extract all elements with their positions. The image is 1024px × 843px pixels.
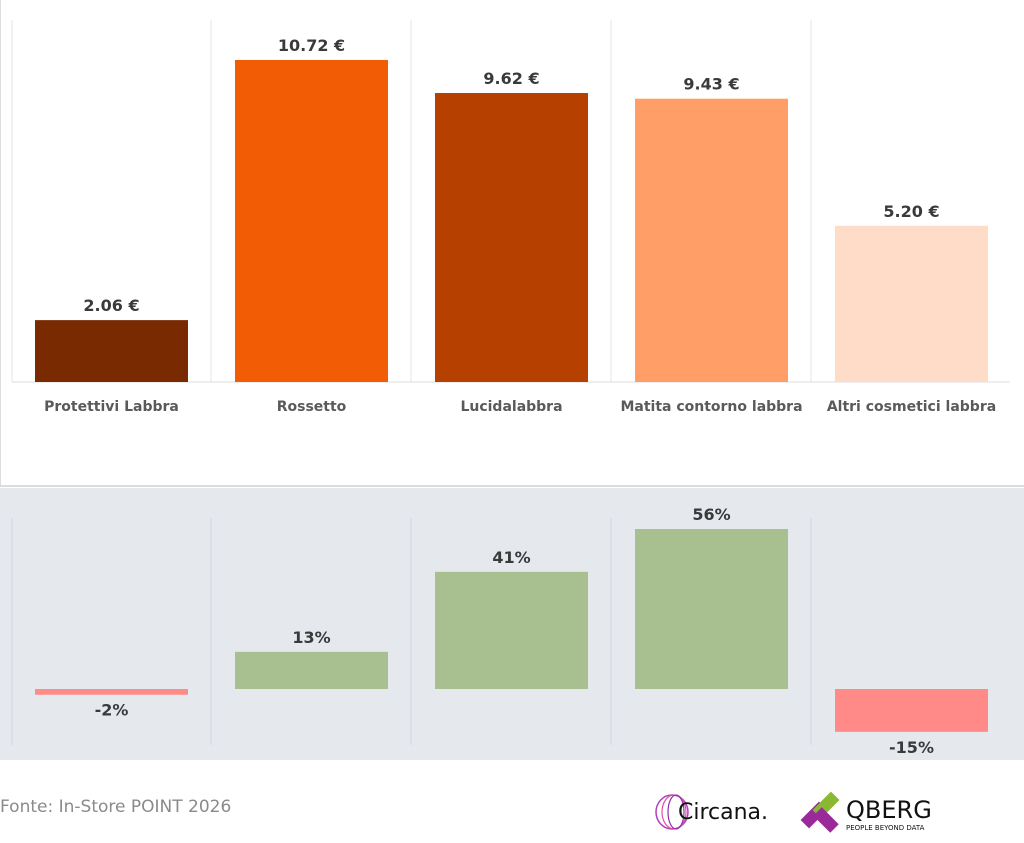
circana-logo: Circana.: [655, 794, 768, 830]
variation-bar: [35, 689, 188, 695]
svg-text:PEOPLE BEYOND DATA: PEOPLE BEYOND DATA: [846, 824, 925, 832]
variation-bar: [235, 651, 388, 689]
category-label: Rossetto: [277, 399, 347, 415]
variation-label: -15%: [889, 738, 934, 757]
price-label: 9.62 €: [483, 69, 539, 88]
variation-label: -2%: [95, 701, 129, 720]
variation-bar: [835, 689, 988, 732]
bar-charts: 2.06 € Protettivi Labbra 10.72 € Rossetto 9.…: [11, 20, 1010, 757]
svg-text:Circana.: Circana.: [678, 800, 768, 825]
variation-label: 41%: [492, 548, 530, 567]
price-bar: [835, 225, 988, 382]
price-bar: [435, 93, 588, 382]
category-label: Protettivi Labbra: [44, 399, 179, 415]
variation-bar: [635, 529, 788, 689]
variation-label: 13%: [292, 628, 330, 647]
category-label: Matita contorno labbra: [620, 399, 802, 415]
price-label: 10.72 €: [278, 36, 345, 55]
variation-bar: [435, 571, 588, 689]
source-note: Fonte: In-Store POINT 2026: [0, 797, 232, 817]
category-label: Altri cosmetici labbra: [827, 399, 996, 415]
variation-label: 56%: [692, 505, 730, 524]
svg-text:QBERG: QBERG: [846, 796, 932, 824]
price-bar: [235, 59, 388, 383]
category-label: Lucidalabbra: [460, 399, 562, 415]
price-label: 9.43 €: [683, 75, 739, 94]
circana-qberg-logos: Circana. QBERG PEOPLE BEYOND DATA: [655, 791, 932, 833]
price-label: 2.06 €: [83, 296, 139, 315]
qberg-logo: QBERG PEOPLE BEYOND DATA: [800, 791, 932, 833]
price-bar: [635, 98, 788, 382]
price-label: 5.20 €: [883, 202, 939, 221]
price-bar: [35, 320, 188, 382]
